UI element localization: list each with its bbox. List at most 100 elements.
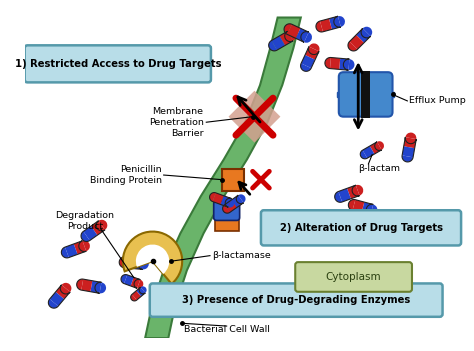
Bar	[91, 281, 101, 293]
Bar	[280, 31, 293, 46]
Bar	[363, 75, 368, 80]
Bar	[350, 35, 364, 49]
Text: Cytoplasm: Cytoplasm	[326, 272, 382, 282]
Wedge shape	[269, 40, 277, 51]
Wedge shape	[82, 240, 90, 251]
Polygon shape	[145, 18, 301, 338]
FancyBboxPatch shape	[214, 201, 240, 220]
FancyBboxPatch shape	[150, 284, 443, 317]
Text: β-lactamase: β-lactamase	[212, 251, 271, 260]
Wedge shape	[360, 150, 367, 159]
Wedge shape	[377, 141, 384, 150]
Wedge shape	[304, 32, 312, 43]
Bar	[296, 28, 309, 42]
Bar	[301, 55, 315, 68]
Wedge shape	[288, 31, 296, 41]
Wedge shape	[348, 199, 356, 211]
Wedge shape	[325, 58, 331, 68]
Wedge shape	[62, 283, 72, 292]
Wedge shape	[284, 24, 292, 34]
Wedge shape	[77, 279, 83, 290]
FancyBboxPatch shape	[339, 72, 392, 117]
Wedge shape	[348, 41, 357, 51]
Wedge shape	[348, 59, 355, 70]
Text: Bacterial Cell Wall: Bacterial Cell Wall	[184, 325, 270, 334]
Bar	[124, 257, 135, 269]
Text: Efflux Pump: Efflux Pump	[409, 97, 466, 105]
Bar	[220, 196, 231, 207]
Wedge shape	[121, 274, 127, 284]
Wedge shape	[136, 245, 169, 274]
Bar	[362, 202, 373, 215]
Bar	[65, 244, 78, 258]
Wedge shape	[210, 193, 216, 201]
Bar	[381, 104, 387, 109]
Bar	[91, 221, 105, 235]
Wedge shape	[301, 64, 311, 71]
Bar	[130, 277, 140, 288]
Bar	[136, 287, 146, 297]
Wedge shape	[228, 199, 235, 207]
Wedge shape	[405, 133, 416, 139]
Bar	[74, 241, 86, 254]
Bar	[353, 200, 365, 213]
Text: Penicillin
Binding Protein: Penicillin Binding Protein	[90, 165, 162, 185]
Wedge shape	[309, 44, 319, 51]
Bar	[225, 200, 237, 212]
Wedge shape	[99, 220, 107, 230]
Bar	[402, 146, 415, 157]
Wedge shape	[316, 21, 323, 32]
Bar	[213, 193, 224, 204]
Bar	[361, 71, 370, 118]
Bar	[329, 16, 341, 29]
FancyBboxPatch shape	[261, 210, 461, 245]
Bar	[339, 58, 349, 70]
Bar	[215, 218, 239, 231]
Wedge shape	[123, 232, 182, 284]
Bar	[356, 28, 371, 43]
FancyBboxPatch shape	[295, 262, 412, 292]
FancyBboxPatch shape	[25, 45, 211, 82]
Wedge shape	[223, 205, 230, 213]
Wedge shape	[131, 294, 137, 301]
Wedge shape	[363, 27, 372, 36]
Bar	[272, 36, 285, 50]
Wedge shape	[119, 257, 125, 268]
Text: Membrane
Penetration
Barrier: Membrane Penetration Barrier	[149, 107, 203, 138]
Text: β-lactam: β-lactam	[358, 164, 400, 173]
Bar	[134, 258, 144, 270]
Text: 3) Presence of Drug-Degrading Enzymes: 3) Presence of Drug-Degrading Enzymes	[182, 295, 410, 305]
Bar	[363, 109, 368, 114]
Text: 1) Restricted Access to Drug Targets: 1) Restricted Access to Drug Targets	[15, 59, 221, 69]
Bar	[82, 279, 92, 292]
Bar	[389, 92, 394, 97]
Wedge shape	[140, 286, 146, 293]
Wedge shape	[238, 194, 246, 203]
Wedge shape	[143, 258, 149, 270]
Wedge shape	[370, 205, 377, 216]
Wedge shape	[402, 155, 413, 162]
Bar	[231, 195, 244, 207]
Bar	[132, 291, 141, 300]
Wedge shape	[61, 247, 69, 258]
Bar	[222, 168, 244, 191]
Bar	[404, 137, 416, 148]
Wedge shape	[137, 280, 143, 289]
Bar	[83, 226, 97, 240]
Wedge shape	[48, 299, 58, 308]
Wedge shape	[356, 185, 363, 196]
Text: 2) Alteration of Drug Targets: 2) Alteration of Drug Targets	[280, 223, 443, 233]
Bar	[305, 47, 319, 60]
Bar	[287, 24, 301, 38]
Bar	[337, 92, 343, 97]
Bar	[370, 142, 382, 154]
Wedge shape	[335, 192, 342, 202]
Bar	[320, 19, 332, 32]
Polygon shape	[228, 91, 281, 143]
Bar	[347, 185, 360, 199]
Wedge shape	[338, 16, 345, 27]
Bar	[363, 146, 374, 158]
Wedge shape	[100, 282, 106, 293]
Bar	[345, 104, 350, 109]
Wedge shape	[81, 231, 90, 241]
